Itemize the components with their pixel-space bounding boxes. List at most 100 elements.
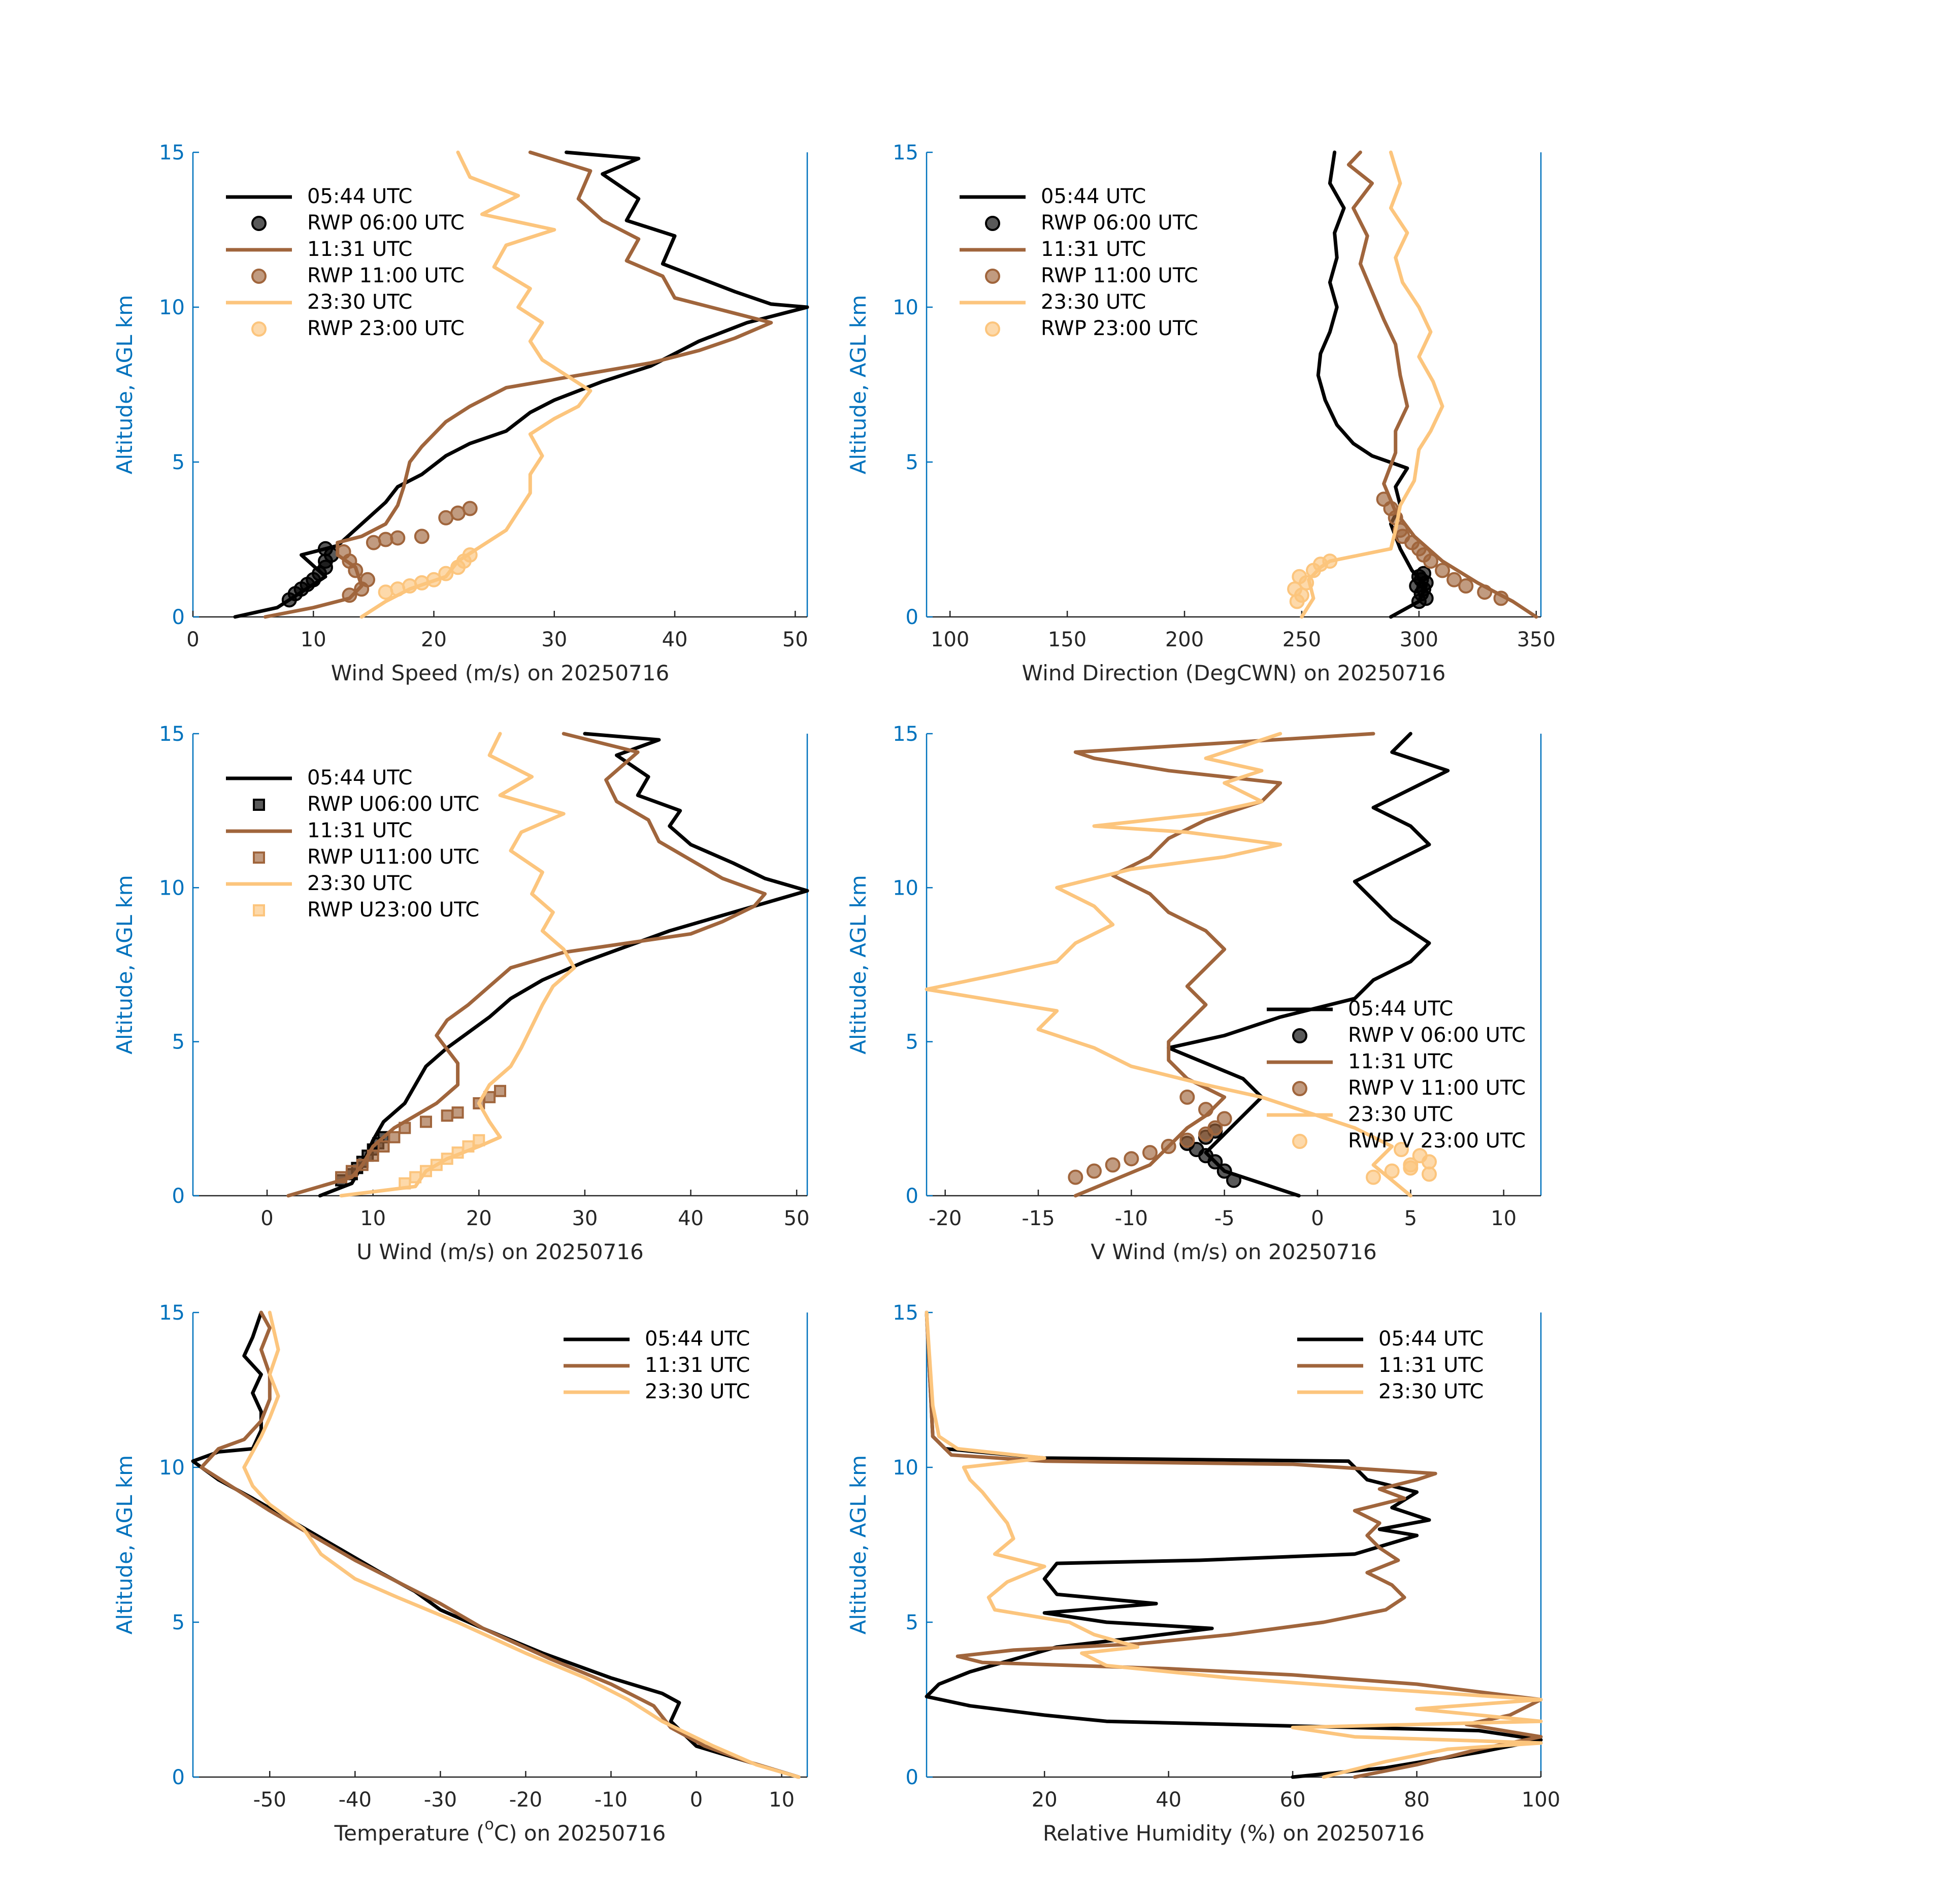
series-marker — [336, 544, 351, 560]
series-marker — [473, 1134, 485, 1146]
legend-symbol — [985, 216, 1000, 231]
legend: 05:44 UTC RWP V 06:00 UTC 11:31 UTC RWP V 1… — [1267, 997, 1526, 1153]
y-tick-label: 15 — [159, 1301, 185, 1325]
series-marker — [1179, 1132, 1195, 1148]
legend-symbol — [251, 269, 267, 284]
legend-label: 05:44 UTC — [1348, 997, 1453, 1021]
series-marker — [419, 1115, 432, 1128]
x-tick-label: 200 — [1165, 628, 1204, 651]
series-marker — [462, 547, 478, 563]
legend-label: RWP U23:00 UTC — [307, 898, 479, 922]
series-marker — [1322, 553, 1338, 569]
legend-label: 05:44 UTC — [1041, 185, 1146, 208]
y-tick-label: 10 — [893, 296, 918, 319]
y-tick-label: 0 — [906, 1766, 918, 1789]
y-tick-label: 5 — [172, 451, 185, 474]
legend-label: RWP 11:00 UTC — [307, 264, 465, 287]
legend-label: RWP 06:00 UTC — [1041, 211, 1198, 235]
series-marker — [1207, 1120, 1223, 1136]
series-marker — [342, 587, 357, 603]
series-marker — [1376, 491, 1392, 507]
series-group — [925, 732, 1450, 1198]
legend-label: 11:31 UTC — [307, 238, 412, 261]
series-marker — [414, 529, 430, 544]
series-marker — [451, 1146, 464, 1159]
series-marker — [426, 572, 442, 587]
x-tick-label: 50 — [784, 1207, 810, 1230]
series-marker — [1394, 1142, 1409, 1157]
series-marker — [1198, 1102, 1213, 1118]
series-group — [191, 1310, 801, 1779]
series-line — [925, 1310, 1543, 1779]
legend-label: RWP U06:00 UTC — [307, 793, 479, 816]
series-line — [339, 732, 576, 1198]
x-axis-label: Wind Direction (DegCWN) on 20250716 — [1022, 661, 1446, 685]
x-tick-label: 10 — [360, 1207, 386, 1230]
legend-symbol — [1292, 1134, 1307, 1149]
x-tick-label: 100 — [1522, 1788, 1560, 1812]
y-tick-label: 10 — [893, 876, 918, 900]
y-tick-label: 10 — [159, 876, 185, 900]
x-tick-label: 40 — [678, 1207, 704, 1230]
series-marker — [345, 1165, 358, 1177]
legend-label: RWP V 11:00 UTC — [1348, 1076, 1526, 1100]
series-line — [925, 1310, 1543, 1779]
y-axis-label: Altitude, AGL km — [112, 1455, 137, 1634]
legend: 05:44 UTC RWP 06:00 UTC 11:31 UTC RWP 11:00… — [960, 185, 1198, 340]
x-tick-label: 250 — [1282, 628, 1321, 651]
x-tick-label: 0 — [1311, 1207, 1324, 1230]
y-tick-label: 0 — [906, 606, 918, 629]
x-tick-label: 40 — [662, 628, 688, 651]
legend-label: 05:44 UTC — [1378, 1327, 1484, 1351]
series-marker — [360, 572, 376, 587]
legend-label: 23:30 UTC — [1348, 1103, 1453, 1126]
series-line — [242, 1310, 801, 1779]
legend-label: 23:30 UTC — [1041, 290, 1146, 314]
legend: 05:44 UTC RWP 06:00 UTC 11:31 UTC RWP 11:00… — [226, 185, 465, 340]
series-line — [200, 1310, 801, 1779]
x-tick-label: -20 — [509, 1788, 542, 1812]
legend-symbol — [1292, 1028, 1307, 1043]
legend-symbol — [1292, 1081, 1307, 1096]
legend-label: 05:44 UTC — [307, 185, 412, 208]
series-marker — [1384, 1163, 1400, 1179]
legend-label: RWP U11:00 UTC — [307, 845, 479, 869]
series-line — [1167, 732, 1450, 1198]
x-tick-label: -30 — [424, 1788, 457, 1812]
x-tick-label: -40 — [339, 1788, 372, 1812]
series-marker — [377, 1140, 390, 1153]
ticks: 100 150 200 250 300 350 0 5 10 15 — [893, 141, 1556, 651]
legend-symbol — [251, 216, 267, 231]
x-tick-label: 150 — [1048, 628, 1087, 651]
series-marker — [1366, 1169, 1381, 1185]
series-group — [286, 732, 809, 1198]
legend-symbol — [251, 321, 267, 337]
panel-wind-direction: Wind Direction (DegCWN) on 20250716 Alti… — [846, 141, 1556, 685]
legend: 05:44 UTC 11:31 UTC 23:30 UTC — [564, 1327, 750, 1403]
legend-label: 23:30 UTC — [645, 1380, 750, 1403]
legend-label: RWP 23:00 UTC — [307, 317, 465, 340]
x-tick-label: 10 — [1491, 1207, 1517, 1230]
series-line — [1346, 150, 1538, 619]
x-tick-label: 10 — [769, 1788, 795, 1812]
legend-label: 05:44 UTC — [307, 766, 412, 790]
y-axis-label: Altitude, AGL km — [846, 1455, 871, 1634]
ticks: -20 -15 -10 -5 0 5 10 0 5 10 15 — [893, 723, 1517, 1230]
x-axis-label: Relative Humidity (%) on 20250716 — [1043, 1821, 1425, 1846]
series-marker — [441, 1109, 453, 1122]
series-marker — [1161, 1138, 1176, 1154]
x-tick-label: 20 — [1032, 1788, 1058, 1812]
x-tick-label: 30 — [572, 1207, 598, 1230]
ticks: 0 10 20 30 40 50 0 5 10 15 — [159, 723, 809, 1230]
series-marker — [1216, 1163, 1232, 1179]
series-marker — [1493, 590, 1509, 606]
series-line — [925, 732, 1412, 1198]
panel-relative-humidity: Relative Humidity (%) on 20250716 Altitu… — [846, 1301, 1560, 1846]
series-marker — [1105, 1157, 1121, 1173]
legend-symbol — [253, 904, 265, 916]
x-tick-label: 30 — [541, 628, 567, 651]
legend: 05:44 UTC RWP U06:00 UTC 11:31 UTC RWP U11:… — [226, 766, 479, 922]
series-line — [286, 732, 767, 1198]
legend-label: 11:31 UTC — [1378, 1354, 1484, 1377]
legend-symbol — [985, 269, 1000, 284]
